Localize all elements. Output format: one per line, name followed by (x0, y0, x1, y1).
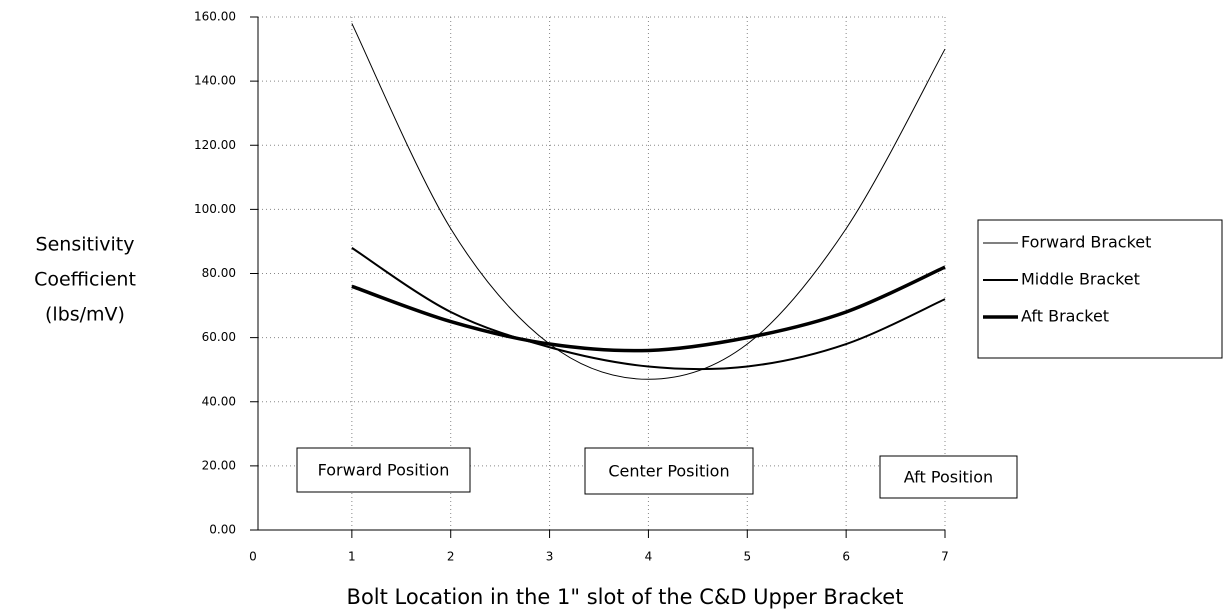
y-tick-label: 100.00 (194, 202, 236, 216)
annotation-box (879, 455, 1018, 499)
annotation: Forward Position (318, 461, 450, 480)
annotation-box (296, 447, 471, 493)
y-axis-label: (lbs/mV) (45, 304, 125, 326)
series-line (351, 265, 946, 353)
annotation: Center Position (608, 462, 729, 481)
y-tick-label: 0.00 (209, 523, 236, 537)
y-tick-label: 160.00 (194, 10, 236, 24)
y-tick-label: 20.00 (202, 458, 236, 472)
x-tick-label: 2 (447, 550, 455, 564)
x-tick-label: 7 (941, 550, 949, 564)
x-tick-label: 1 (348, 550, 356, 564)
y-axis-label: Coefficient (34, 269, 136, 291)
x-tick-label: 0 (249, 550, 257, 564)
y-tick-label: 120.00 (194, 138, 236, 152)
legend-label: Aft Bracket (1021, 307, 1109, 326)
y-tick-label: 60.00 (202, 330, 236, 344)
legend-label: Forward Bracket (1021, 233, 1151, 252)
annotation: Aft Position (904, 468, 993, 487)
series-line (351, 23, 946, 380)
y-tick-label: 80.00 (202, 266, 236, 280)
series-line (351, 247, 946, 371)
x-tick-label: 4 (645, 550, 653, 564)
y-tick-label: 40.00 (202, 394, 236, 408)
y-tick-label: 140.00 (194, 74, 236, 88)
x-tick-label: 3 (546, 550, 554, 564)
x-tick-label: 6 (842, 550, 850, 564)
x-tick-label: 5 (743, 550, 751, 564)
legend-box (977, 219, 1223, 359)
legend-label: Middle Bracket (1021, 270, 1140, 289)
x-axis-label: Bolt Location in the 1" slot of the C&D … (347, 585, 904, 609)
y-axis-label: Sensitivity (36, 234, 135, 256)
annotation-box (584, 447, 754, 495)
